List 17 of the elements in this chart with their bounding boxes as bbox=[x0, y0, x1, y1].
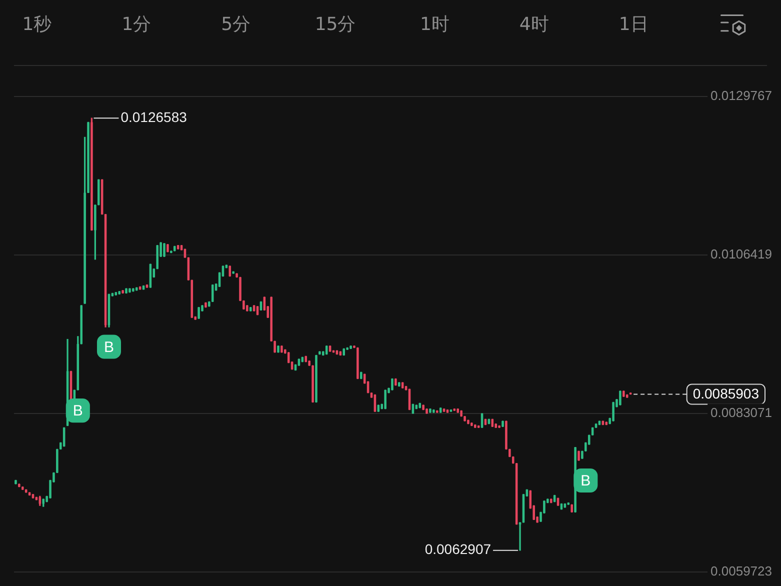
text: 0.0126583 bbox=[120, 108, 187, 125]
y-tick-label: 0.0129767 bbox=[710, 88, 772, 104]
text: B bbox=[580, 472, 591, 490]
ref-line-label: 0.0085903 bbox=[692, 386, 760, 402]
text: 1时 bbox=[420, 14, 450, 36]
text: 4时 bbox=[519, 14, 549, 36]
y-tick-label: 0.0059723 bbox=[710, 564, 772, 579]
text: 1日 bbox=[618, 14, 648, 36]
text: 5分 bbox=[221, 14, 251, 36]
y-tick-label: 0.0106419 bbox=[710, 246, 772, 262]
text: 1分 bbox=[122, 14, 152, 36]
text: 0.0062907 bbox=[424, 541, 492, 558]
text: 15分 bbox=[314, 14, 356, 36]
text: B bbox=[72, 402, 83, 420]
y-tick-label: 0.0083071 bbox=[710, 405, 772, 420]
text: 1秒 bbox=[22, 14, 52, 36]
series-label: B bbox=[104, 338, 114, 356]
